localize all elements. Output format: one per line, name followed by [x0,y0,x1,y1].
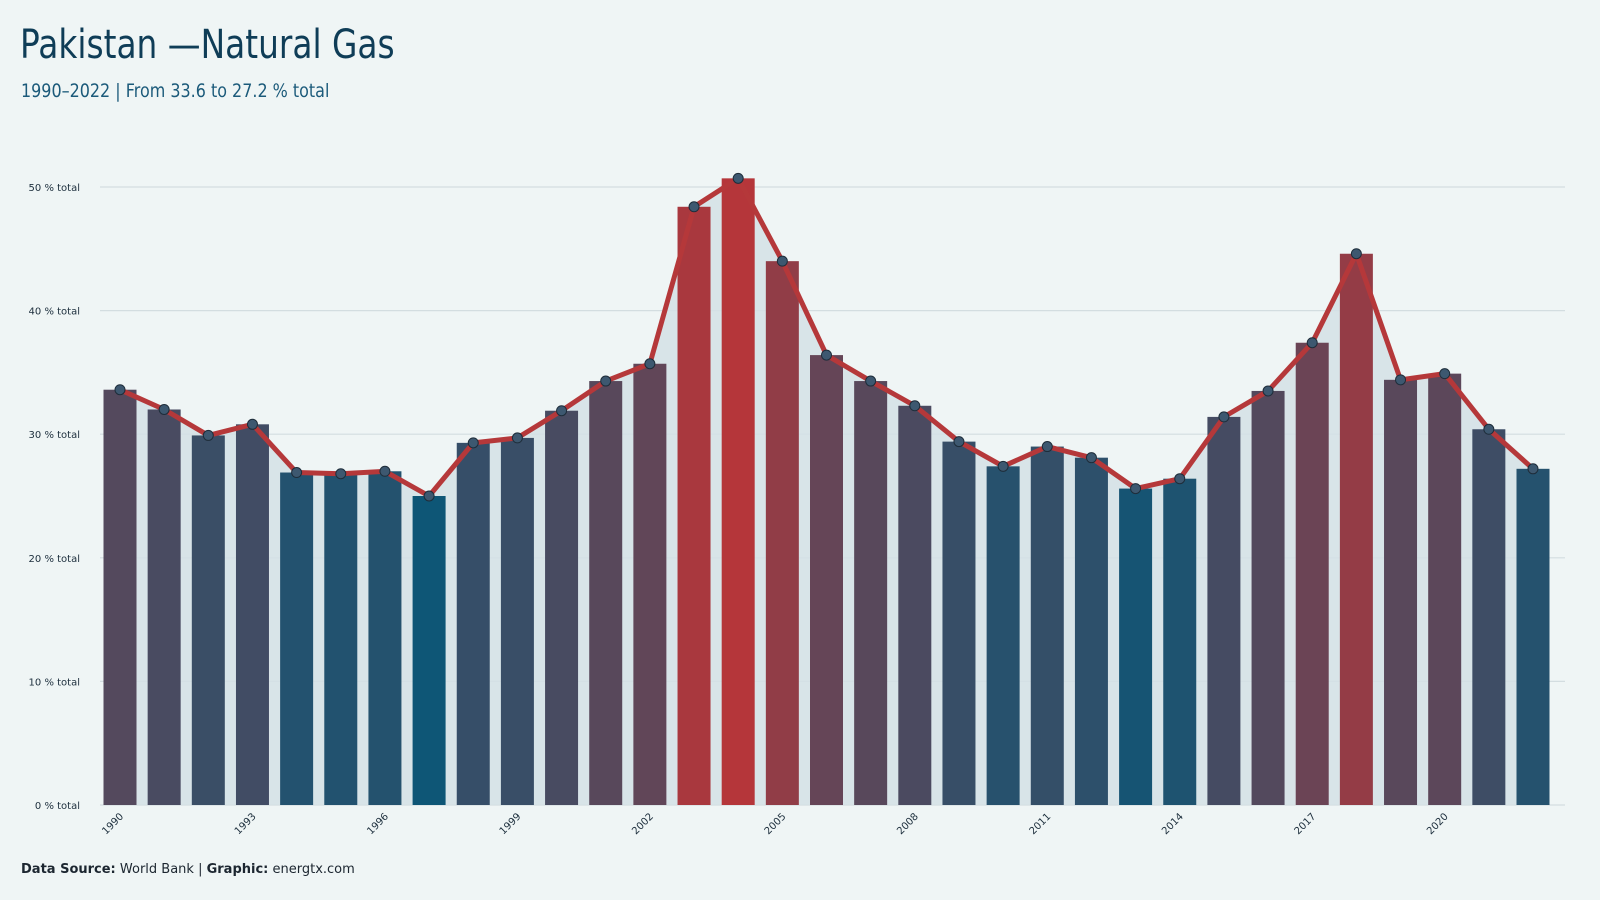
bar-2020 [1428,373,1462,805]
bar-1997 [412,496,446,805]
marker-2014 [1174,473,1186,485]
bar-2014 [1163,478,1197,805]
bar-2018 [1339,253,1373,805]
bar-2017 [1295,342,1329,805]
bar-2005 [765,261,799,805]
marker-2021 [1483,423,1495,435]
bar-1998 [456,442,490,805]
bar-1992 [191,435,225,805]
marker-1994 [291,467,303,479]
footer-credits: Data Source: World Bank | Graphic: energ… [21,862,355,877]
y-axis-ticks: 0 % total 10 % total 20 % total 30 % total 4… [29,183,80,812]
x-tick-label: 2011 [1028,811,1054,837]
x-tick-label: 2005 [763,811,789,837]
marker-2004 [732,172,744,184]
bar-2004 [721,178,755,805]
marker-1991 [158,403,170,415]
bar-2000 [545,410,579,805]
bars [103,178,1550,805]
bar-1993 [235,424,269,805]
marker-1999 [511,432,523,444]
marker-2012 [1085,452,1097,464]
bar-2019 [1384,379,1418,805]
marker-2000 [556,405,568,417]
bar-1994 [280,472,314,805]
marker-2022 [1527,463,1539,475]
x-tick-label: 2020 [1425,811,1451,837]
marker-2010 [997,460,1009,472]
bar-2007 [854,381,888,805]
chart-title: Pakistan —Natural Gas [20,22,395,68]
graphic-value: energtx.com [268,862,355,877]
marker-1996 [379,465,391,477]
bar-2012 [1074,457,1108,805]
x-tick-label: 2002 [630,811,656,837]
x-tick-label: 1996 [365,811,391,837]
marker-2009 [953,436,965,448]
bar-2011 [1030,446,1064,805]
x-tick-label: 2017 [1293,811,1319,837]
marker-2005 [776,255,788,267]
marker-2003 [688,201,700,213]
marker-1993 [246,418,258,430]
x-axis-ticks: 1990 1993 1996 1999 2002 2005 2008 2011 2014 2017… [100,811,1450,837]
marker-1997 [423,490,435,502]
marker-2018 [1350,248,1362,260]
y-tick-label: 10 % total [29,677,80,688]
y-tick-label: 20 % total [29,554,80,565]
bar-2010 [986,466,1020,805]
bar-2006 [810,355,843,805]
marker-2015 [1218,411,1230,423]
marker-1998 [467,437,479,449]
source-value: World Bank | [115,862,207,877]
bar-2015 [1207,416,1241,805]
bar-1996 [368,471,402,805]
marker-2006 [821,349,832,361]
bar-2008 [898,405,932,805]
bar-2009 [942,441,976,805]
source-label: Data Source: [21,862,116,877]
x-tick-label: 1993 [233,811,259,837]
markers [114,172,1539,502]
bar-2001 [589,381,623,805]
bar-2022 [1516,468,1550,805]
bar-1995 [324,473,358,805]
marker-2016 [1262,385,1274,397]
bar-2002 [633,363,667,805]
marker-2001 [600,375,612,387]
marker-2019 [1395,374,1407,386]
marker-2011 [1041,441,1053,453]
bar-2016 [1251,390,1285,805]
bar-1999 [500,437,534,805]
y-tick-label: 50 % total [29,183,80,194]
bar-1990 [103,389,137,805]
bar-2003 [677,206,711,805]
chart-subtitle: 1990–2022 | From 33.6 to 27.2 % total [21,80,330,102]
marker-2008 [909,400,921,412]
graphic-label: Graphic: [206,862,269,877]
bar-2021 [1472,429,1506,805]
y-tick-label: 0 % total [35,801,80,812]
x-tick-label: 2014 [1160,811,1186,837]
marker-2017 [1306,337,1318,349]
x-tick-label: 1990 [100,811,126,837]
y-tick-label: 40 % total [29,307,80,318]
x-tick-label: 2008 [895,811,921,837]
x-tick-label: 1999 [498,811,524,837]
bar-2013 [1119,488,1153,805]
marker-2007 [865,375,877,387]
marker-1992 [202,429,214,441]
marker-1995 [335,468,347,480]
marker-2013 [1130,483,1142,495]
marker-2020 [1439,368,1451,380]
bar-1991 [147,409,181,805]
marker-1990 [114,384,126,396]
y-tick-label: 30 % total [29,430,80,441]
marker-2002 [644,358,656,370]
